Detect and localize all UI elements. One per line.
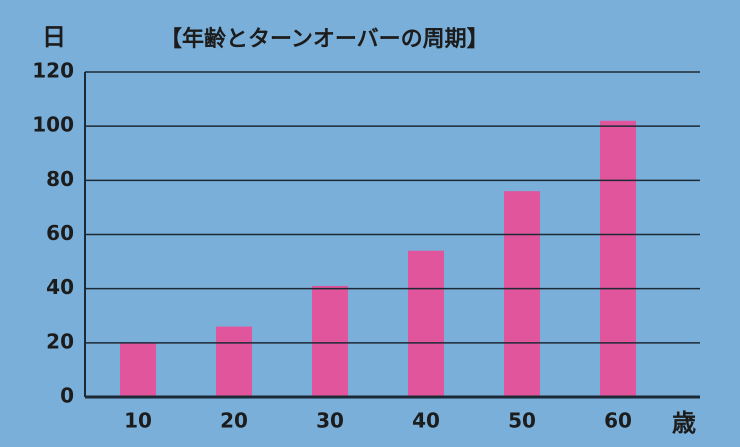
x-axis-label: 歳 (672, 409, 696, 437)
x-tick-label: 40 (412, 409, 440, 433)
y-tick-label: 100 (32, 113, 74, 137)
y-tick-label: 60 (46, 221, 74, 245)
y-tick-label: 0 (60, 384, 74, 408)
y-tick-label: 120 (32, 59, 74, 83)
y-tick-label: 40 (46, 275, 74, 299)
x-tick-label: 10 (124, 409, 152, 433)
y-tick-label: 80 (46, 167, 74, 191)
bar (600, 120, 636, 397)
y-axis-label: 日 (42, 23, 66, 51)
bar (312, 285, 348, 397)
bar (408, 250, 444, 397)
x-tick-label: 20 (220, 409, 248, 433)
x-tick-label: 50 (508, 409, 536, 433)
bar (120, 342, 156, 397)
y-tick-label: 20 (46, 329, 74, 353)
x-tick-label: 30 (316, 409, 344, 433)
bar (504, 191, 540, 397)
x-tick-label: 60 (604, 409, 632, 433)
bar (216, 326, 252, 397)
chart-title: 【年齢とターンオーバーの周期】 (160, 26, 489, 52)
